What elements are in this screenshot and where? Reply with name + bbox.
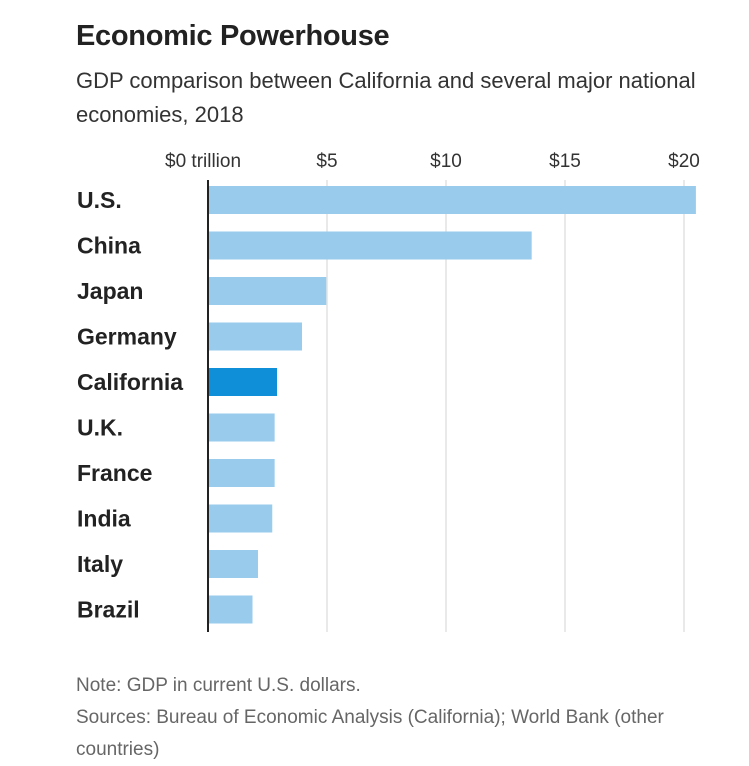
bar-japan: [208, 277, 327, 305]
chart-subtitle: GDP comparison between California and se…: [76, 68, 696, 127]
x-tick-label: $5: [316, 151, 337, 172]
category-label: California: [77, 369, 183, 395]
x-tick-label: $20: [668, 151, 700, 172]
category-label: France: [77, 460, 152, 486]
bar-france: [208, 459, 275, 487]
category-label: Japan: [77, 278, 143, 304]
chart-title: Economic Powerhouse: [76, 20, 390, 52]
bar-germany: [208, 322, 303, 351]
footnotes: Note: GDP in current U.S. dollars. Sourc…: [76, 670, 746, 766]
bar-california: [208, 368, 278, 396]
bar-italy: [208, 550, 258, 578]
sources-text: Sources: Bureau of Economic Analysis (Ca…: [76, 707, 664, 760]
x-tick-label: $0 trillion: [165, 151, 241, 172]
category-label: India: [77, 506, 131, 532]
category-label: Italy: [77, 551, 123, 577]
category-label: U.S.: [77, 187, 122, 213]
bar-us: [208, 186, 696, 214]
category-label: U.K.: [77, 415, 123, 441]
bar-brazil: [208, 595, 253, 624]
category-label: Germany: [77, 324, 177, 350]
category-label: China: [77, 233, 141, 259]
bar-india: [208, 504, 273, 533]
x-tick-label: $10: [430, 151, 462, 172]
bar-uk: [208, 413, 275, 442]
bar-china: [208, 231, 532, 260]
x-tick-label: $15: [549, 151, 581, 172]
category-label: Brazil: [77, 597, 140, 623]
bar-chart: $0 trillion $5 $10 $15 $20 U.S. China Japan Germ…: [77, 151, 700, 632]
note-text: Note: GDP in current U.S. dollars.: [76, 675, 361, 696]
